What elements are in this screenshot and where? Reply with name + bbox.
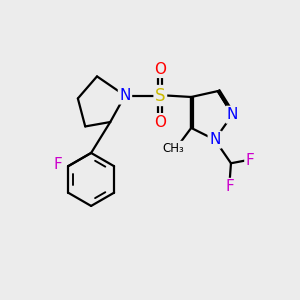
Text: F: F [246, 153, 254, 168]
Text: N: N [227, 107, 238, 122]
Text: F: F [225, 179, 234, 194]
Text: N: N [119, 88, 131, 103]
Text: CH₃: CH₃ [163, 142, 184, 155]
Text: N: N [209, 132, 220, 147]
Text: O: O [154, 61, 166, 76]
Text: S: S [155, 86, 166, 104]
Text: O: O [154, 115, 166, 130]
Text: F: F [53, 157, 62, 172]
